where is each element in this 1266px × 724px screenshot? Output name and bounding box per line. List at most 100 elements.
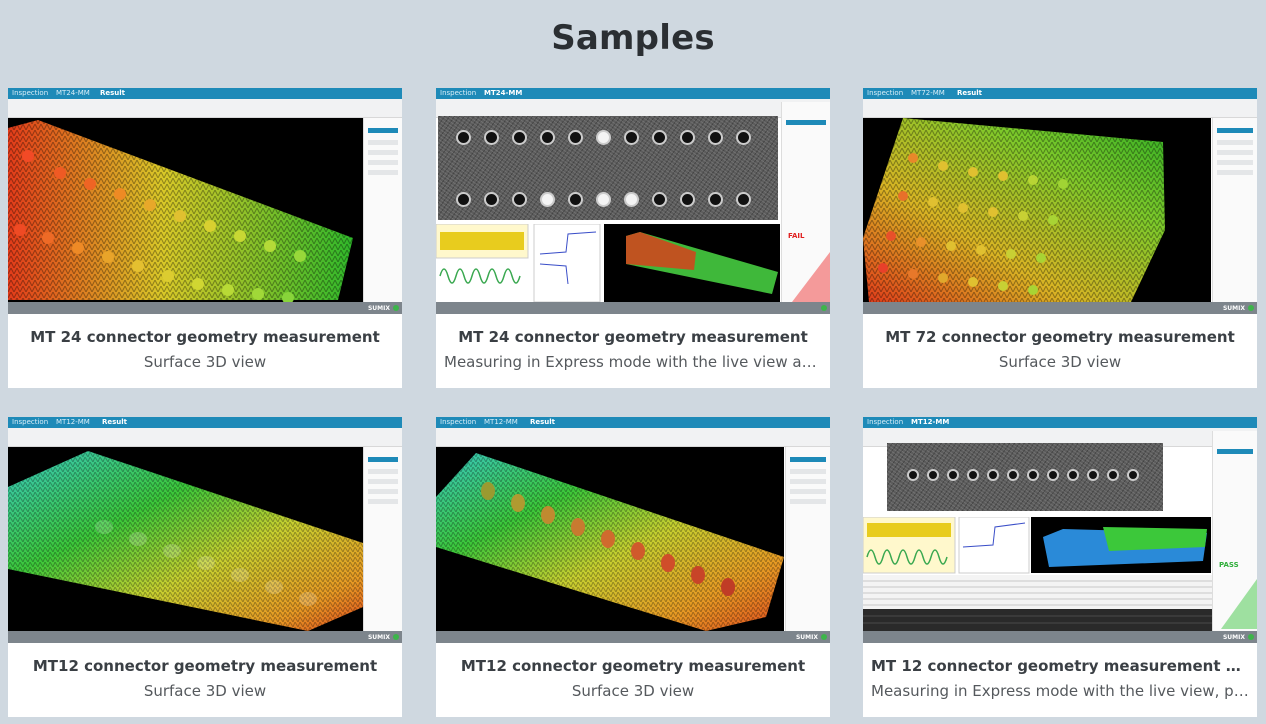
app-toolbar — [436, 428, 830, 447]
sample-title: MT 72 connector geometry measurement — [885, 328, 1235, 346]
sample-thumbnail[interactable]: Inspection MT24-MM — [436, 88, 830, 314]
fiber-hole — [708, 130, 723, 145]
sample-card[interactable]: Inspection MT12-MM Result — [8, 417, 402, 717]
new-measurement-button[interactable] — [790, 457, 826, 462]
brand-logo-icon — [393, 305, 399, 311]
status-badge: FAIL — [788, 232, 805, 240]
surface-3d-view — [8, 118, 363, 302]
sample-card[interactable]: Inspection MT12-MM Result — [436, 417, 830, 717]
report-button[interactable] — [790, 499, 826, 504]
sample-title: MT 24 connector geometry measurement — [30, 328, 380, 346]
new-measurement-button[interactable] — [368, 128, 398, 133]
surface-3d-render — [8, 451, 363, 631]
fiber-row-upper — [22, 150, 306, 262]
save-button[interactable] — [1217, 150, 1253, 155]
fiber-hole — [484, 130, 499, 145]
app-tab-inspection: Inspection — [12, 418, 49, 426]
brand-label: SUMIX — [1222, 634, 1245, 641]
sample-subtitle: Surface 3D view — [143, 682, 267, 700]
app-tab-inspection: Inspection — [867, 89, 904, 97]
app-tab-model: MT12-MM — [484, 418, 518, 426]
fiber-hole — [1127, 469, 1139, 481]
app-tab-result: Result — [102, 418, 128, 426]
fiber-hole — [652, 192, 667, 207]
action-panel: PASS — [1212, 431, 1257, 631]
app-tab-bar: Inspection MT12-MM — [863, 417, 1257, 428]
status-bar: SUMIX — [8, 302, 402, 314]
fiber-hole — [568, 192, 583, 207]
sample-thumbnail[interactable]: Inspection MT12-MM Result — [8, 417, 402, 643]
sample-card[interactable]: Inspection MT72-MM Result — [863, 88, 1257, 388]
sample-subtitle: Measuring in Express mode with the live … — [871, 682, 1249, 700]
fiber-hole — [512, 192, 527, 207]
sample-thumbnail[interactable]: Inspection MT72-MM Result — [863, 88, 1257, 314]
fiber-hole — [1007, 469, 1019, 481]
export-button[interactable] — [368, 489, 398, 494]
app-tab-inspection: Inspection — [440, 418, 477, 426]
brand-logo-icon — [393, 634, 399, 640]
data-table-grid — [863, 580, 1213, 631]
report-button[interactable] — [1217, 170, 1253, 175]
app-tab-bar: Inspection MT24-MM Result — [8, 88, 402, 99]
print-button[interactable] — [368, 140, 398, 145]
sample-subtitle: Surface 3D view — [571, 682, 695, 700]
fiber-hole — [484, 192, 499, 207]
print-button[interactable] — [1217, 140, 1253, 145]
fiber-hole — [680, 130, 695, 145]
app-tab-model: MT12-MM — [911, 418, 950, 426]
save-button[interactable] — [790, 479, 826, 484]
report-button[interactable] — [368, 170, 398, 175]
sample-thumbnail[interactable]: Inspection MT12-MM Result — [436, 417, 830, 643]
measure-button[interactable] — [1217, 449, 1253, 454]
sample-card[interactable]: Inspection MT24-MM Result — [8, 88, 402, 388]
fiber-hole — [736, 192, 751, 207]
fiber-hole — [624, 130, 639, 145]
status-bar — [436, 302, 830, 314]
analysis-panels — [863, 517, 1211, 574]
sample-card[interactable]: Inspection MT24-MM — [436, 88, 830, 388]
export-button[interactable] — [1217, 160, 1253, 165]
pass-plot — [1221, 579, 1257, 629]
status-bar: SUMIX — [863, 302, 1257, 314]
print-button[interactable] — [368, 469, 398, 474]
export-button[interactable] — [790, 489, 826, 494]
sample-subtitle: Surface 3D view — [998, 353, 1122, 371]
new-measurement-button[interactable] — [1217, 128, 1253, 133]
measure-button[interactable] — [786, 120, 826, 125]
action-panel — [363, 118, 402, 302]
new-measurement-button[interactable] — [368, 457, 398, 462]
fiber-hole — [540, 192, 555, 207]
action-panel: FAIL — [781, 102, 830, 302]
brand-logo-icon — [1248, 305, 1254, 311]
app-tab-model: MT72-MM — [911, 89, 945, 97]
report-button[interactable] — [368, 499, 398, 504]
fiber-hole — [652, 130, 667, 145]
fiber-hole — [1047, 469, 1059, 481]
sample-subtitle: Surface 3D view — [143, 353, 267, 371]
live-camera-view — [438, 116, 778, 220]
fiber-hole — [456, 130, 471, 145]
app-tab-inspection: Inspection — [440, 89, 477, 97]
live-camera-view — [887, 443, 1163, 511]
fail-plot — [792, 252, 830, 302]
action-panel — [363, 447, 402, 631]
print-button[interactable] — [790, 469, 826, 474]
fiber-hole — [1027, 469, 1039, 481]
app-tab-inspection: Inspection — [12, 89, 49, 97]
export-button[interactable] — [368, 160, 398, 165]
brand-label: SUMIX — [367, 305, 390, 312]
fiber-row-lower — [14, 224, 294, 302]
save-button[interactable] — [368, 150, 398, 155]
brand-label: SUMIX — [367, 634, 390, 641]
app-tab-result: Result — [100, 89, 126, 97]
save-button[interactable] — [368, 479, 398, 484]
action-panel — [785, 447, 830, 631]
sample-thumbnail[interactable]: Inspection MT24-MM Result — [8, 88, 402, 314]
fiber-hole — [680, 192, 695, 207]
fiber-hole — [596, 192, 611, 207]
sample-thumbnail[interactable]: Inspection MT12-MM — [863, 417, 1257, 643]
data-table — [863, 575, 1213, 631]
sample-card[interactable]: Inspection MT12-MM — [863, 417, 1257, 717]
surface-3d-view — [436, 447, 784, 631]
app-toolbar — [8, 99, 402, 118]
